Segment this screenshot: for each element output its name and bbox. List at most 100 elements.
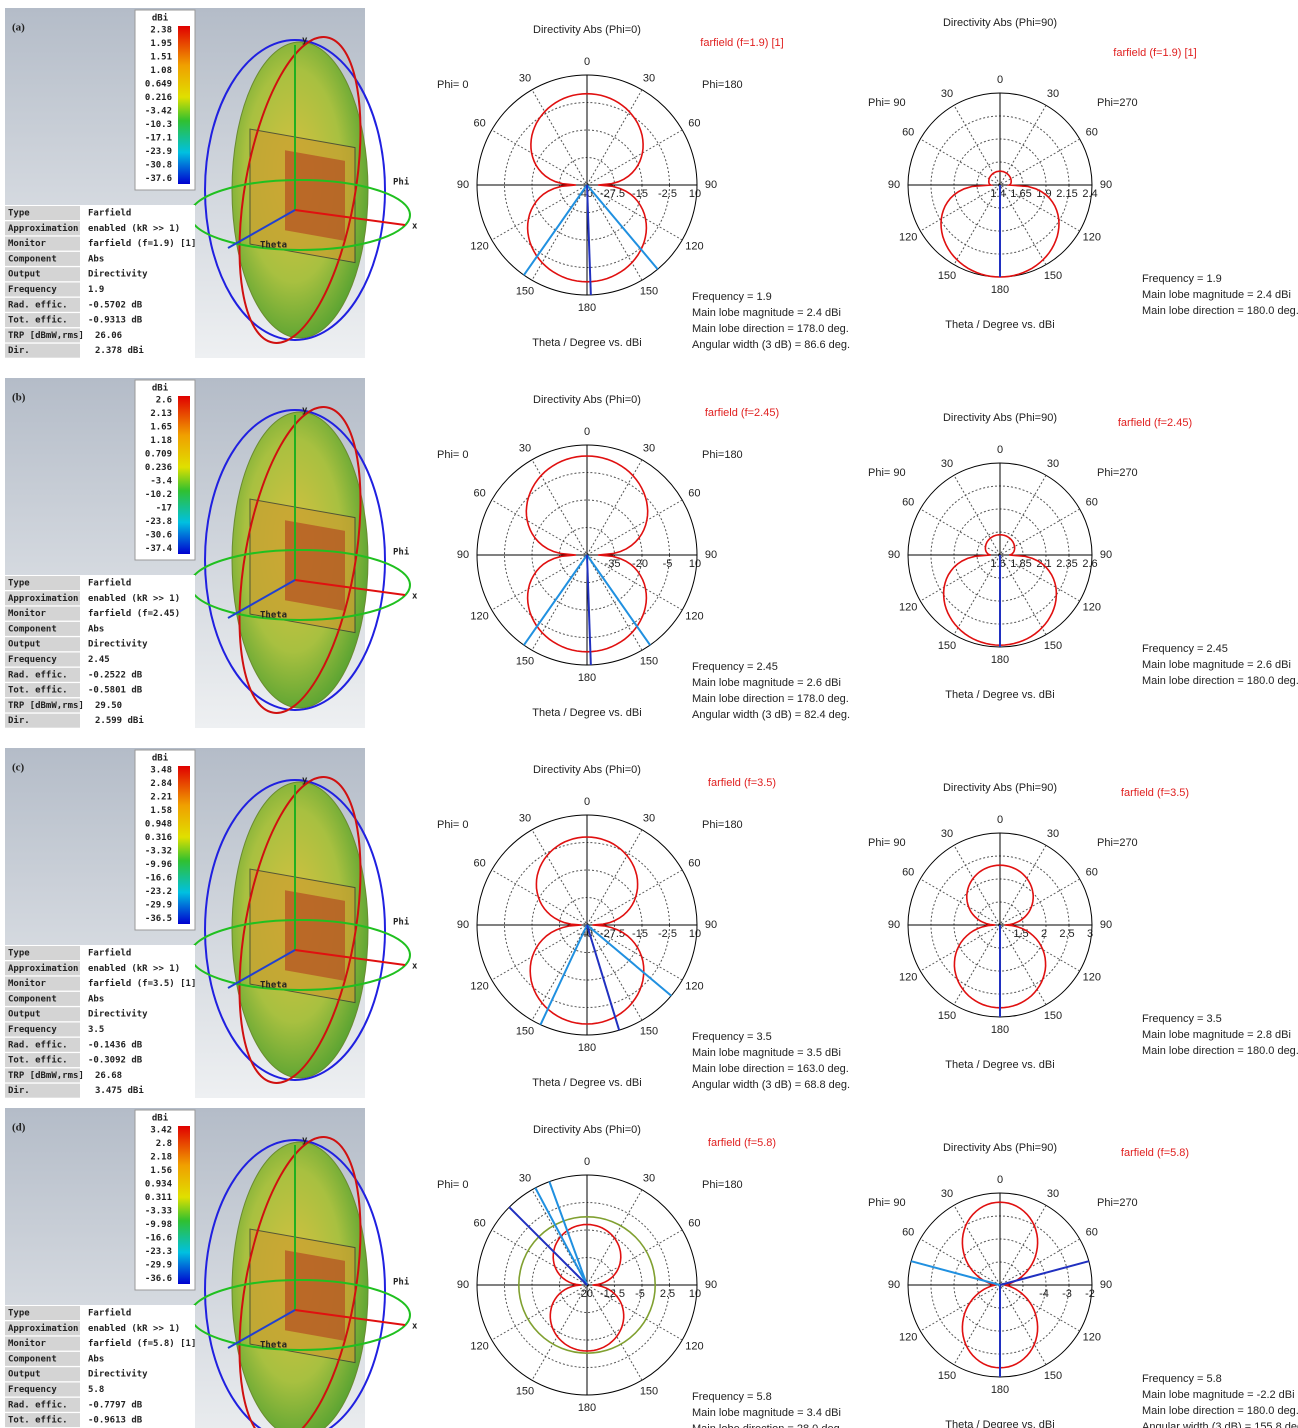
info-value: 26.68 xyxy=(95,1071,122,1081)
info-key: Monitor xyxy=(8,238,47,249)
colorbar-label: -3.4 xyxy=(150,477,172,487)
angle-label: 150 xyxy=(640,1385,658,1397)
info-value: -0.7797 dB xyxy=(88,1400,143,1410)
info-key: Dir. xyxy=(8,1085,30,1096)
phi-left: Phi= 90 xyxy=(868,1197,906,1209)
plot-title: Directivity Abs (Phi=0) xyxy=(533,1124,641,1136)
info-key-cell xyxy=(5,236,80,251)
angle-label: 60 xyxy=(688,857,700,869)
angle-label: 0 xyxy=(584,1156,590,1168)
info-key-cell xyxy=(5,328,80,343)
info-key: Component xyxy=(8,1354,57,1364)
angle-label: 150 xyxy=(516,1025,534,1037)
radial-label: -27.5 xyxy=(600,188,625,200)
angle-label: 60 xyxy=(473,857,485,869)
info-value: Abs xyxy=(88,624,104,634)
axis-phi-label: Phi xyxy=(393,1277,410,1288)
plot-info: Frequency = 3.5 xyxy=(1142,1013,1222,1025)
colorbar-label: -10.2 xyxy=(145,490,172,500)
ring-blue xyxy=(204,1139,386,1428)
colorbar-label: 1.08 xyxy=(150,66,172,76)
angle-label: 150 xyxy=(1044,1010,1062,1022)
radial-label: 1.5 xyxy=(1013,928,1028,940)
axis-x xyxy=(294,579,406,596)
info-key-cell xyxy=(5,1083,80,1098)
info-key: Type xyxy=(8,1309,30,1319)
radial-label: -12.5 xyxy=(600,1288,625,1300)
plot-info: Main lobe magnitude = 2.6 dBi xyxy=(1142,659,1291,671)
info-key-cell xyxy=(5,961,80,976)
info-key: Dir. xyxy=(8,715,30,726)
info-value: farfield (f=3.5) [1] xyxy=(88,978,196,989)
info-value: -0.5702 dB xyxy=(88,300,143,310)
radial-label: -4 xyxy=(1039,1288,1049,1300)
angle-label: 90 xyxy=(888,919,900,931)
colorbar-label: -30.6 xyxy=(145,531,172,541)
radial-label: 10 xyxy=(689,188,701,200)
info-key: Monitor xyxy=(8,978,47,989)
radial-label: -20 xyxy=(577,1288,593,1300)
phi-right: Phi=270 xyxy=(1097,467,1138,479)
angle-label: 180 xyxy=(578,672,596,684)
angle-label: 120 xyxy=(685,610,703,622)
info-value: 5.8 xyxy=(88,1385,104,1395)
info-value: enabled (kR >> 1) xyxy=(88,964,180,974)
panel-label: (d) xyxy=(12,1122,26,1134)
plot-info: Main lobe magnitude = 3.4 dBi xyxy=(692,1407,841,1419)
info-key-cell xyxy=(5,667,80,682)
plot-info: Frequency = 2.45 xyxy=(692,661,778,673)
phi-right: Phi=180 xyxy=(702,819,743,831)
angle-label: 180 xyxy=(991,1024,1009,1036)
angle-label: 150 xyxy=(938,640,956,652)
info-value: 3.475 dBi xyxy=(95,1085,144,1096)
info-key-cell xyxy=(5,1022,80,1037)
info-key-cell xyxy=(5,698,80,713)
info-value: -0.2522 dB xyxy=(88,670,143,680)
radial-label: -15 xyxy=(632,928,648,940)
angle-label: 60 xyxy=(688,1217,700,1229)
radial-label: -40 xyxy=(577,188,593,200)
colorbar xyxy=(178,1126,190,1284)
info-key-cell xyxy=(5,976,80,991)
info-key: TRP [dBmW,rms] xyxy=(8,331,84,341)
angle-label: 180 xyxy=(578,302,596,314)
angle-label: 60 xyxy=(473,117,485,129)
phi-left: Phi= 90 xyxy=(868,837,906,849)
info-key-cell xyxy=(5,297,80,312)
angle-label: 30 xyxy=(519,72,531,84)
info-value: farfield (f=5.8) [1] xyxy=(88,1338,196,1349)
angle-label: 120 xyxy=(470,980,488,992)
info-value: farfield (f=1.9) [1] xyxy=(88,238,196,249)
info-key: Frequency xyxy=(8,655,57,665)
colorbar-label: -16.6 xyxy=(145,874,172,884)
plot-legend: farfield (f=2.45) xyxy=(1118,417,1192,429)
plot-title: Directivity Abs (Phi=90) xyxy=(943,412,1057,424)
plot-info: Main lobe direction = 180.0 deg. xyxy=(1142,1045,1298,1057)
phi-right: Phi=180 xyxy=(702,449,743,461)
info-value: 26.06 xyxy=(95,331,122,341)
info-value: 3.5 xyxy=(88,1025,104,1035)
plot-title: Directivity Abs (Phi=0) xyxy=(533,24,641,36)
pattern-curve xyxy=(526,92,648,283)
info-key: TRP [dBmW,rms] xyxy=(8,701,84,711)
info-key: Tot. effic. xyxy=(8,1055,68,1066)
plot-info: Main lobe magnitude = -2.2 dBi xyxy=(1142,1389,1295,1401)
axis-theta-label: Theta xyxy=(260,981,287,991)
angle-label: 150 xyxy=(516,285,534,297)
info-key-cell xyxy=(5,1306,80,1320)
plot-xlabel: Theta / Degree vs. dBi xyxy=(945,319,1054,331)
grid-spoke xyxy=(920,138,1080,232)
angle-label: 90 xyxy=(457,549,469,561)
angle-label: 60 xyxy=(1086,866,1098,878)
plot-info: Main lobe direction = 180.0 deg. xyxy=(1142,675,1298,687)
colorbar-label: 0.316 xyxy=(145,833,172,843)
angle-label: 120 xyxy=(899,971,917,983)
angle-label: 30 xyxy=(941,828,953,840)
info-key: Type xyxy=(8,209,30,219)
radial-label: -5 xyxy=(663,558,673,570)
colorbar-label: 0.709 xyxy=(145,450,172,460)
colorbar-label: 3.48 xyxy=(150,766,172,776)
info-value: -0.9613 dB xyxy=(88,1416,143,1426)
info-key-cell xyxy=(5,1367,80,1382)
